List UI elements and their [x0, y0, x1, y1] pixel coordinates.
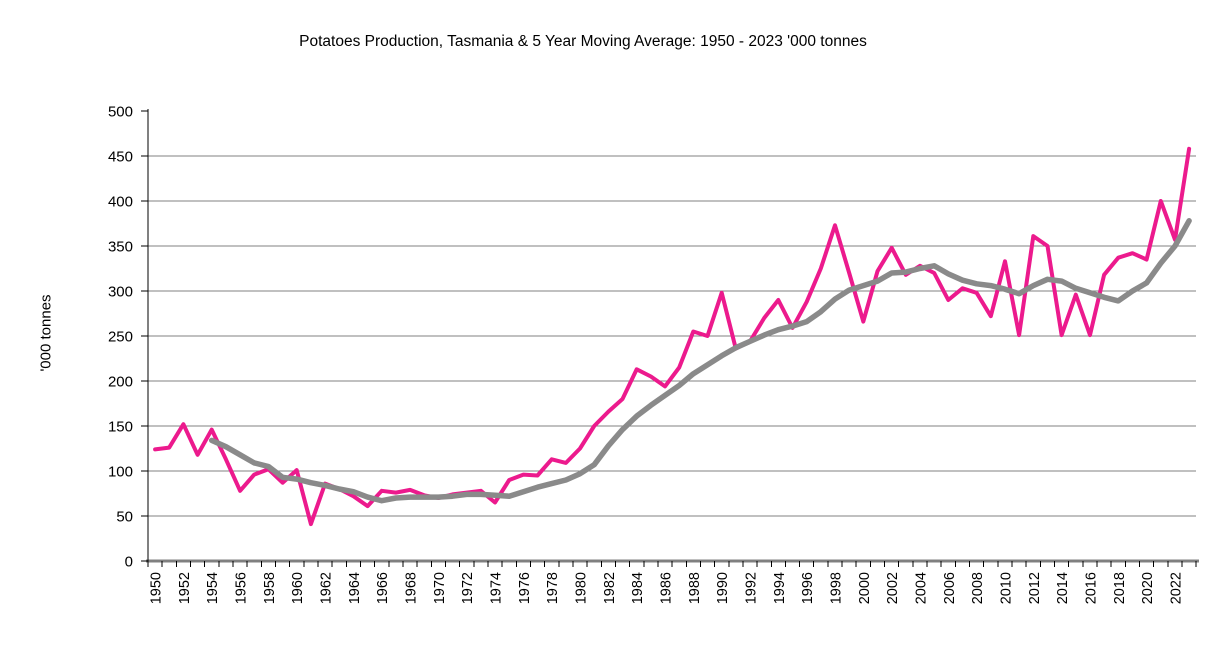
x-tick-label: 1986 [659, 572, 675, 604]
y-tick-label: 300 [108, 284, 133, 301]
x-tick-label: 1998 [828, 572, 844, 604]
y-tick-label: 0 [125, 554, 133, 571]
x-tick-label: 1962 [319, 572, 335, 604]
x-tick-label: 1952 [177, 572, 193, 604]
y-tick-label: 400 [108, 194, 133, 211]
y-tick-label: 100 [108, 464, 133, 481]
x-tick-label: 2014 [1055, 572, 1071, 604]
y-tick-label: 50 [116, 509, 133, 526]
x-tick-label: 1978 [545, 572, 561, 604]
x-tick-label: 2018 [1112, 572, 1128, 604]
x-tick-label: 1984 [630, 572, 646, 604]
x-tick-label: 1954 [205, 572, 221, 604]
x-tick-label: 1964 [347, 572, 363, 604]
x-tick-label: 2002 [885, 572, 901, 604]
x-tick-label: 1980 [574, 572, 590, 604]
y-tick-label: 350 [108, 239, 133, 256]
x-tick-label: 2022 [1168, 572, 1184, 604]
moving-average-line [208, 218, 1192, 504]
x-tick-label: 2000 [857, 572, 873, 604]
x-tick-label: 1988 [687, 572, 703, 604]
y-tick-label: 500 [108, 104, 133, 121]
x-tick-label: 1982 [602, 572, 618, 604]
x-tick-label: 1974 [489, 572, 505, 604]
x-tick-label: 2004 [913, 572, 929, 604]
x-tick-label: 1966 [375, 572, 391, 604]
y-tick-label: 250 [108, 329, 133, 346]
x-tick-label: 1996 [800, 572, 816, 604]
x-tick-label: 1976 [517, 572, 533, 604]
chart-title: Potatoes Production, Tasmania & 5 Year M… [299, 33, 867, 50]
x-tick-label: 1992 [744, 572, 760, 604]
y-tick-label: 450 [108, 149, 133, 166]
x-tick-label: 1960 [290, 572, 306, 604]
x-tick-label: 2016 [1083, 572, 1099, 604]
x-tick-label: 2010 [998, 572, 1014, 604]
y-tick-label: 200 [108, 374, 133, 391]
x-tick-label: 1950 [149, 572, 165, 604]
x-tick-label: 1956 [234, 572, 250, 604]
x-tick-label: 1990 [715, 572, 731, 604]
x-tick-label: 1994 [772, 572, 788, 604]
x-tick-label: 2006 [942, 572, 958, 604]
x-tick-label: 1968 [404, 572, 420, 604]
x-tick-label: 2020 [1140, 572, 1156, 604]
x-tick-label: 2012 [1027, 572, 1043, 604]
x-tick-label: 1970 [432, 572, 448, 604]
x-tick-label: 1972 [460, 572, 476, 604]
x-tick-label: 2008 [970, 572, 986, 604]
x-tick-label: 1958 [262, 572, 278, 604]
y-tick-label: 150 [108, 419, 133, 436]
